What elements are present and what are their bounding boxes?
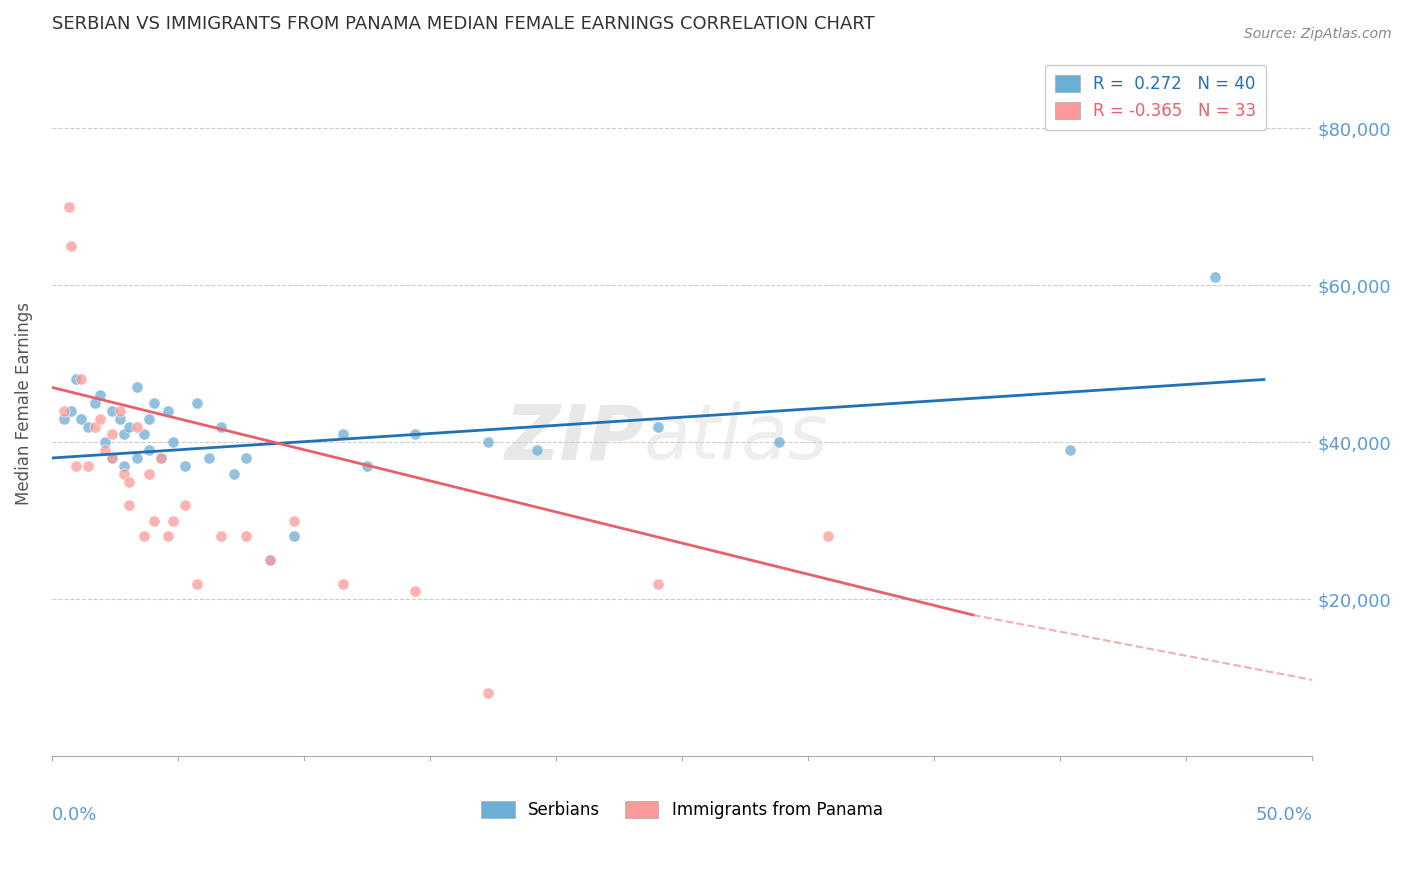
Point [235, 450, 257, 465]
Point [817, 529, 839, 543]
Point [58, 200, 80, 214]
Point [125, 419, 148, 434]
Legend: Serbians, Immigrants from Panama: Serbians, Immigrants from Panama [475, 794, 890, 826]
Point [77, 458, 100, 473]
Point [89, 411, 111, 425]
Point [186, 576, 208, 591]
Point [356, 458, 378, 473]
Point [1059, 443, 1081, 458]
Y-axis label: Median Female Earnings: Median Female Earnings [15, 301, 32, 505]
Point [108, 404, 131, 418]
Text: atlas: atlas [644, 401, 828, 475]
Point [259, 553, 281, 567]
Text: Source: ZipAtlas.com: Source: ZipAtlas.com [1244, 27, 1392, 41]
Point [647, 419, 669, 434]
Point [94, 435, 117, 450]
Point [114, 467, 136, 481]
Point [52, 404, 75, 418]
Point [174, 458, 197, 473]
Point [157, 404, 180, 418]
Point [259, 553, 281, 567]
Point [186, 396, 208, 410]
Point [283, 514, 305, 528]
Point [477, 435, 499, 450]
Point [84, 419, 107, 434]
Point [118, 498, 141, 512]
Point [101, 404, 124, 418]
Point [114, 427, 136, 442]
Point [283, 529, 305, 543]
Point [101, 427, 124, 442]
Point [118, 419, 141, 434]
Point [404, 427, 426, 442]
Point [118, 475, 141, 489]
Point [162, 514, 184, 528]
Point [108, 411, 131, 425]
Point [162, 435, 184, 450]
Text: ZIP: ZIP [505, 401, 644, 475]
Point [647, 576, 669, 591]
Point [211, 529, 233, 543]
Point [60, 239, 83, 253]
Point [138, 443, 160, 458]
Point [132, 427, 155, 442]
Point [65, 372, 87, 386]
Point [138, 411, 160, 425]
Point [332, 576, 354, 591]
Point [101, 450, 124, 465]
Point [477, 686, 499, 700]
Point [94, 443, 117, 458]
Point [768, 435, 790, 450]
Point [222, 467, 245, 481]
Text: 0.0%: 0.0% [52, 805, 97, 823]
Point [149, 450, 172, 465]
Point [142, 396, 165, 410]
Point [77, 419, 100, 434]
Point [174, 498, 197, 512]
Point [125, 450, 148, 465]
Point [198, 450, 221, 465]
Point [69, 411, 91, 425]
Point [132, 529, 155, 543]
Point [52, 411, 75, 425]
Point [149, 450, 172, 465]
Point [84, 396, 107, 410]
Text: 50.0%: 50.0% [1256, 805, 1312, 823]
Point [89, 388, 111, 402]
Point [404, 584, 426, 599]
Point [157, 529, 180, 543]
Point [332, 427, 354, 442]
Point [101, 450, 124, 465]
Point [60, 404, 83, 418]
Point [65, 458, 87, 473]
Point [69, 372, 91, 386]
Point [235, 529, 257, 543]
Point [142, 514, 165, 528]
Point [114, 458, 136, 473]
Text: SERBIAN VS IMMIGRANTS FROM PANAMA MEDIAN FEMALE EARNINGS CORRELATION CHART: SERBIAN VS IMMIGRANTS FROM PANAMA MEDIAN… [52, 15, 875, 33]
Point [125, 380, 148, 394]
Point [1204, 270, 1226, 285]
Point [138, 467, 160, 481]
Point [526, 443, 548, 458]
Point [211, 419, 233, 434]
